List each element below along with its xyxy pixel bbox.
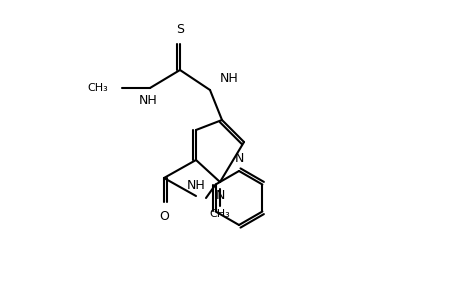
Text: NH: NH xyxy=(186,179,205,192)
Text: N: N xyxy=(234,152,243,165)
Text: NH: NH xyxy=(138,94,157,107)
Text: O: O xyxy=(159,210,168,223)
Text: CH₃: CH₃ xyxy=(87,83,108,93)
Text: CH₃: CH₃ xyxy=(209,209,230,219)
Text: NH: NH xyxy=(219,72,238,85)
Text: N: N xyxy=(215,189,224,202)
Text: S: S xyxy=(176,23,184,36)
